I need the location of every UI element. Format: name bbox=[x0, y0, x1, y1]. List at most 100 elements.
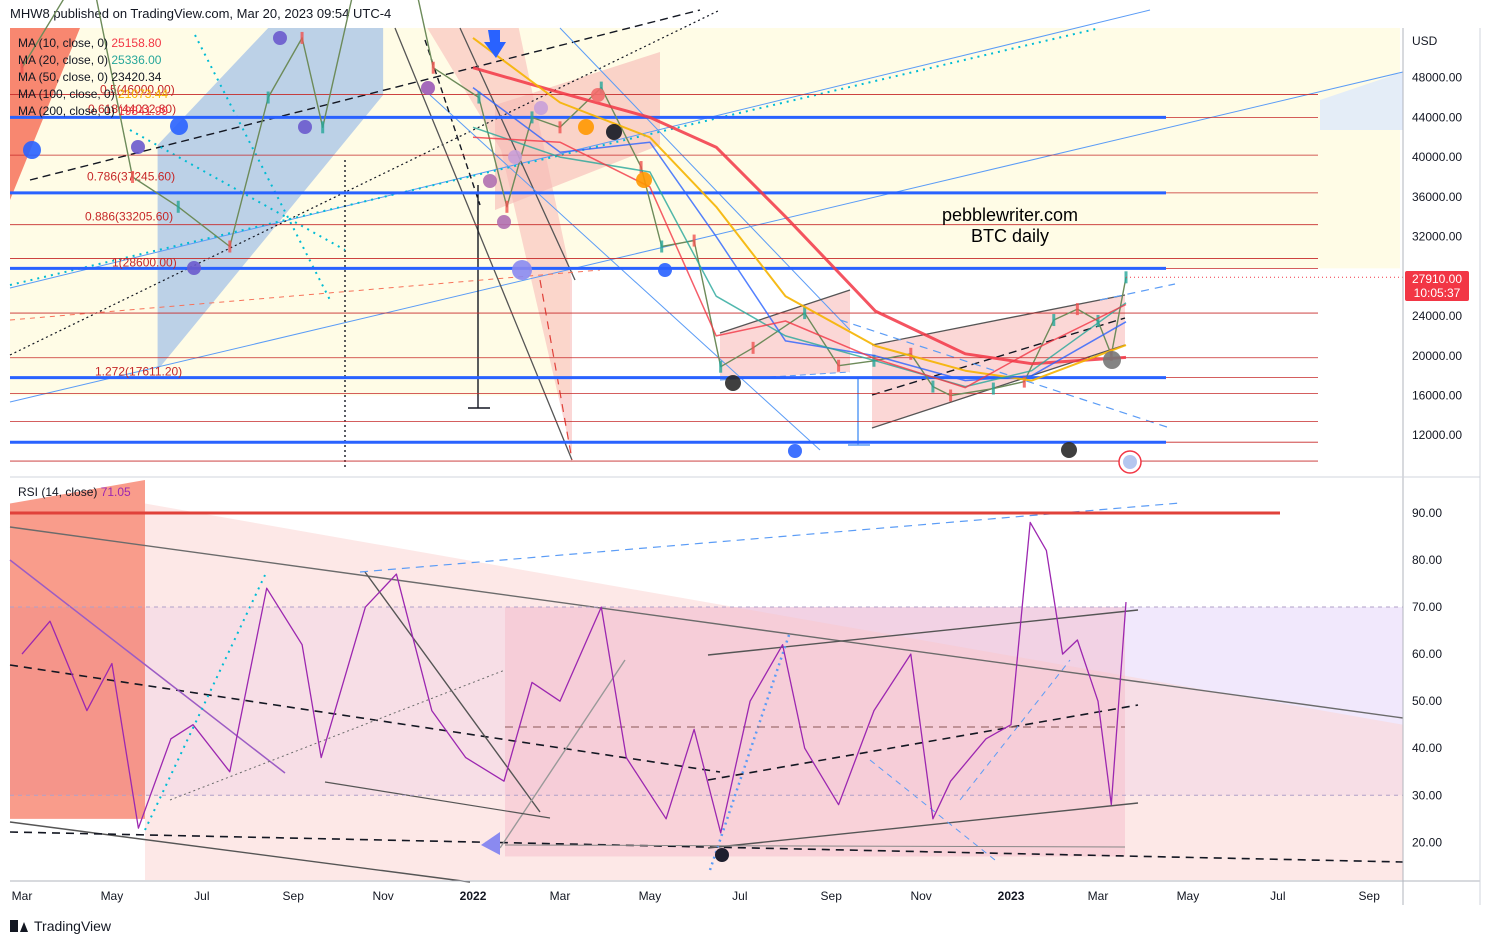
time-tick-label: Jul bbox=[1270, 889, 1285, 903]
ma-legend-value: 19841.99 bbox=[118, 104, 168, 118]
trend-line bbox=[429, 94, 821, 451]
time-tick-label: Nov bbox=[910, 889, 931, 903]
last-price-value: 27910.00 bbox=[1411, 272, 1463, 286]
rsi-trend-line bbox=[9, 526, 1404, 719]
price-candle bbox=[991, 382, 995, 395]
rsi-trend-line bbox=[707, 704, 1139, 781]
pivot-marker-icon bbox=[483, 174, 497, 188]
pivot-marker-icon bbox=[187, 261, 201, 275]
trend-line bbox=[394, 27, 573, 461]
ma-legend-label: MA (50, close, 0) bbox=[18, 70, 111, 84]
blue-zone-fill bbox=[1320, 72, 1403, 130]
price-candle bbox=[530, 111, 534, 124]
pivot-marker-icon bbox=[658, 263, 672, 277]
price-candle bbox=[751, 341, 755, 354]
pivot-marker-icon bbox=[591, 88, 605, 102]
pivot-marker-icon bbox=[1061, 442, 1077, 458]
pivot-marker-icon bbox=[273, 31, 287, 45]
price-candle bbox=[558, 121, 562, 134]
time-tick-label: Sep bbox=[283, 889, 305, 903]
price-tick-label: 12000.00 bbox=[1412, 428, 1462, 442]
rsi-tick-label: 70.00 bbox=[1412, 600, 1442, 614]
us-flag-event-icon bbox=[1123, 455, 1137, 469]
time-tick-label: 2022 bbox=[460, 889, 487, 903]
fib-level-label: 1.272(17611.20) bbox=[95, 365, 182, 379]
pivot-marker-icon bbox=[725, 375, 741, 391]
rsi-tick-label: 30.00 bbox=[1412, 788, 1442, 802]
time-tick-label: May bbox=[639, 889, 662, 903]
trend-line bbox=[9, 269, 601, 321]
price-candle bbox=[1052, 314, 1056, 327]
pivot-marker-icon bbox=[1103, 351, 1121, 369]
ma-legend-row: MA (100, close, 0) 21073.44 bbox=[18, 87, 168, 101]
trend-line bbox=[194, 34, 331, 301]
trend-line bbox=[9, 9, 1151, 289]
price-candle bbox=[431, 61, 435, 74]
rsi-trend-line bbox=[959, 659, 1071, 801]
time-tick-label: Jul bbox=[194, 889, 209, 903]
time-tick-label: Mar bbox=[550, 889, 571, 903]
down-arrow-icon bbox=[484, 30, 506, 58]
rsi-tick-label: 80.00 bbox=[1412, 553, 1442, 567]
trend-line bbox=[9, 71, 1404, 403]
rsi-pivot-marker-icon bbox=[715, 848, 729, 862]
rsi-trend-line bbox=[9, 664, 721, 773]
pivot-marker-icon bbox=[421, 81, 435, 95]
time-tick-label: Jul bbox=[732, 889, 747, 903]
ma-legend-label: MA (200, close, 0) bbox=[18, 104, 118, 118]
blue-channel-fill bbox=[157, 28, 384, 370]
moving-average-line bbox=[472, 66, 1127, 366]
trend-line bbox=[9, 9, 721, 356]
time-tick-label: Mar bbox=[12, 889, 33, 903]
time-tick-label: Nov bbox=[372, 889, 393, 903]
price-candle bbox=[505, 200, 509, 213]
pivot-marker-icon bbox=[788, 444, 802, 458]
ma-legend-value: 25158.80 bbox=[111, 36, 161, 50]
time-tick-label: Mar bbox=[1088, 889, 1109, 903]
price-tick-label: 16000.00 bbox=[1412, 389, 1462, 403]
pivot-marker-icon bbox=[606, 124, 622, 140]
price-tick-label: 48000.00 bbox=[1412, 71, 1462, 85]
price-candle bbox=[660, 240, 664, 253]
ma-legend-row: MA (50, close, 0) 23420.34 bbox=[18, 70, 162, 84]
tradingview-logo-icon bbox=[10, 920, 28, 932]
published-header: MHW8 published on TradingView.com, Mar 2… bbox=[10, 6, 392, 21]
time-tick-label: May bbox=[101, 889, 124, 903]
trend-line bbox=[871, 294, 1126, 346]
price-candle bbox=[719, 360, 723, 373]
rsi-trend-line bbox=[9, 821, 471, 883]
price-tick-label: 20000.00 bbox=[1412, 349, 1462, 363]
ma-legend-value: 21073.44 bbox=[118, 87, 168, 101]
price-candle bbox=[692, 234, 696, 247]
rsi-legend-label: RSI (14, close) bbox=[18, 485, 101, 499]
price-tick-label: 40000.00 bbox=[1412, 150, 1462, 164]
price-tick-label: 44000.00 bbox=[1412, 110, 1462, 124]
pink-channel-fill bbox=[872, 295, 1125, 428]
time-tick-label: May bbox=[1177, 889, 1200, 903]
rsi-tick-label: 50.00 bbox=[1412, 694, 1442, 708]
pivot-marker-icon bbox=[508, 150, 522, 164]
fib-level-label: 0.786(37245.60) bbox=[87, 169, 175, 183]
price-candle bbox=[20, 61, 24, 74]
rsi-tick-label: 60.00 bbox=[1412, 647, 1442, 661]
price-candle bbox=[639, 161, 643, 174]
bar-countdown: 10:05:37 bbox=[1413, 286, 1461, 300]
pivot-marker-icon bbox=[298, 120, 312, 134]
pivot-marker-icon bbox=[578, 119, 594, 135]
price-candle bbox=[321, 121, 325, 134]
axis-unit-label: USD bbox=[1412, 34, 1438, 48]
pivot-marker-icon bbox=[497, 215, 511, 229]
price-tick-label: 32000.00 bbox=[1412, 230, 1462, 244]
price-candle bbox=[931, 380, 935, 393]
price-candle bbox=[837, 359, 841, 372]
price-candle bbox=[228, 240, 232, 253]
rsi-trend-line bbox=[144, 574, 266, 831]
pivot-marker-icon bbox=[131, 140, 145, 154]
footer-brand[interactable]: TradingView bbox=[10, 918, 111, 934]
moving-average-line bbox=[472, 136, 1127, 389]
trend-line bbox=[559, 27, 851, 331]
rsi-line bbox=[21, 521, 1127, 834]
pivot-marker-icon bbox=[636, 172, 652, 188]
rsi-trend-line bbox=[499, 659, 626, 849]
